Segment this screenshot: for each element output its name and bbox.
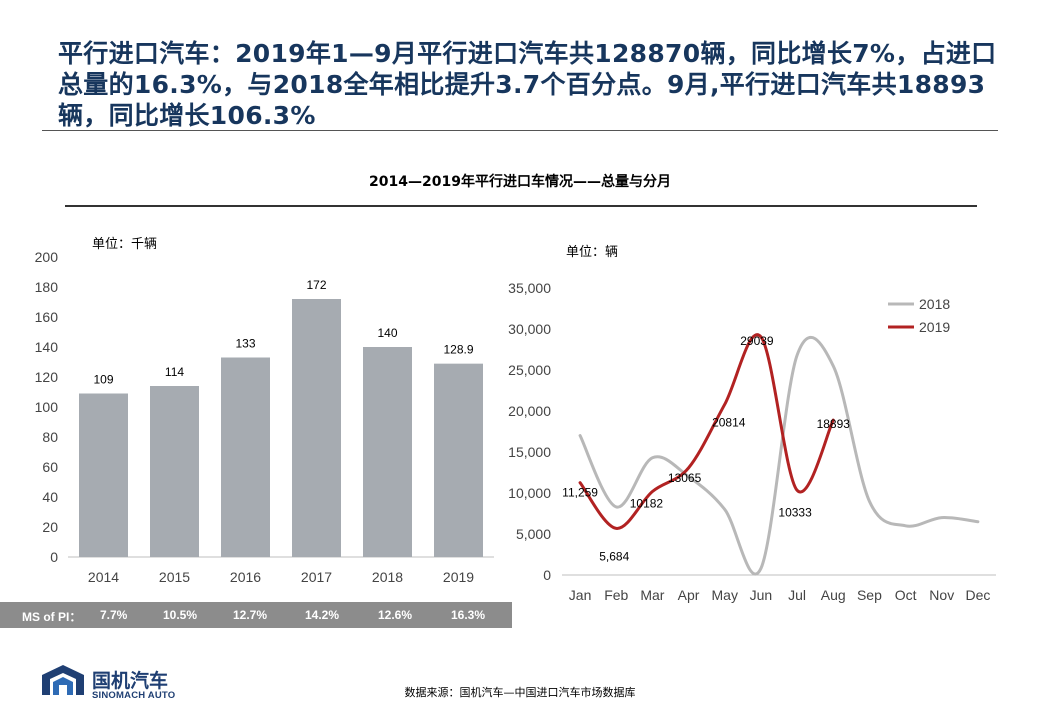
bar-y-tick-4: 80 — [42, 429, 58, 445]
line-data-label-Apr: 13065 — [668, 471, 702, 485]
logo-text-en: SINOMACH AUTO — [92, 690, 176, 701]
line-y-tick-2: 10,000 — [508, 485, 551, 501]
logo-text-cn: 国机汽车 — [92, 670, 169, 692]
bar-y-tick-1: 20 — [42, 519, 58, 535]
market-share-2016: 12.7% — [233, 608, 268, 622]
bar-data-label-2014: 109 — [93, 373, 113, 387]
line-y-tick-0: 0 — [543, 567, 551, 583]
bar-y-tick-2: 40 — [42, 489, 58, 505]
line-data-label-Feb: 5,684 — [599, 549, 629, 563]
bar-y-tick-6: 120 — [35, 369, 59, 385]
series-line-2018 — [578, 335, 980, 576]
line-x-tick-Apr: Apr — [678, 587, 700, 603]
line-unit-label: 单位：辆 — [566, 245, 618, 260]
bar-2019 — [434, 363, 483, 557]
line-x-tick-Feb: Feb — [604, 587, 628, 603]
bar-x-tick-2014: 2014 — [88, 569, 119, 585]
line-x-tick-Jan: Jan — [569, 587, 592, 603]
bar-x-tick-2016: 2016 — [230, 569, 261, 585]
bar-2014 — [79, 393, 128, 557]
bar-unit-label: 单位：千辆 — [92, 237, 157, 252]
bar-y-tick-3: 60 — [42, 459, 58, 475]
line-data-label-Mar: 10182 — [630, 497, 664, 511]
annual-bar-chart: 单位：千辆 0 20 40 60 80 100 120 140 160 180 200 109 2014 1… — [35, 237, 494, 585]
bar-x-tick-2017: 2017 — [301, 569, 332, 585]
line-data-label-May: 20814 — [712, 415, 746, 429]
legend-label-2019: 2019 — [919, 319, 950, 335]
line-data-label-Jul: 10333 — [778, 505, 812, 519]
bar-data-label-2019: 128.9 — [443, 343, 473, 357]
series-line-2019 — [578, 333, 835, 530]
bar-2017 — [292, 299, 341, 557]
line-x-tick-Nov: Nov — [929, 587, 954, 603]
monthly-line-chart: 单位：辆 0 5,000 10,000 15,000 20,000 25,000 30,000… — [508, 245, 996, 603]
bar-2018 — [363, 347, 412, 557]
market-share-band — [0, 602, 512, 628]
bar-data-label-2018: 140 — [377, 326, 397, 340]
line-data-label-Aug: 18893 — [817, 417, 851, 431]
line-y-tick-4: 20,000 — [508, 403, 551, 419]
chart-title: 2014—2019年平行进口车情况——总量与分月 — [369, 174, 671, 190]
page-title: 平行进口汽车：2019年1—9月平行进口汽车共128870辆，同比增长7%，占进… — [58, 39, 997, 130]
market-share-2018: 12.6% — [378, 608, 413, 622]
legend-label-2018: 2018 — [919, 296, 950, 312]
line-x-tick-Jul: Jul — [788, 587, 806, 603]
line-y-tick-5: 25,000 — [508, 362, 551, 378]
data-source-note: 数据来源：国机汽车—中国进口汽车市场数据库 — [404, 686, 636, 699]
bar-data-label-2017: 172 — [306, 278, 326, 292]
line-x-tick-May: May — [712, 587, 738, 603]
bar-2016 — [221, 357, 270, 557]
line-x-tick-Dec: Dec — [965, 587, 990, 603]
bar-x-tick-2018: 2018 — [372, 569, 403, 585]
bar-x-tick-2015: 2015 — [159, 569, 190, 585]
market-share-2017: 14.2% — [305, 608, 340, 622]
bar-y-tick-7: 140 — [35, 339, 59, 355]
market-share-2019: 16.3% — [451, 608, 486, 622]
market-share-2015: 10.5% — [163, 608, 198, 622]
line-y-tick-1: 5,000 — [516, 526, 551, 542]
line-x-tick-Jun: Jun — [750, 587, 773, 603]
line-data-label-Jan: 11,259 — [562, 486, 598, 500]
line-x-tick-Sep: Sep — [857, 587, 882, 603]
line-x-tick-Oct: Oct — [895, 587, 917, 603]
line-x-tick-Mar: Mar — [640, 587, 664, 603]
bar-data-label-2015: 114 — [165, 365, 184, 379]
chart-title-divider — [65, 205, 977, 207]
sinomach-logo-icon — [42, 665, 84, 695]
bar-y-tick-10: 200 — [35, 249, 59, 265]
line-y-tick-7: 35,000 — [508, 280, 551, 296]
line-y-tick-6: 30,000 — [508, 321, 551, 337]
market-share-label: MS of PI： — [22, 610, 82, 624]
bar-2015 — [150, 386, 199, 557]
line-y-tick-3: 15,000 — [508, 444, 551, 460]
bar-data-label-2016: 133 — [235, 337, 255, 351]
market-share-2014: 7.7% — [100, 608, 128, 622]
bar-y-tick-8: 160 — [35, 309, 59, 325]
bar-y-tick-0: 0 — [50, 549, 58, 565]
bar-x-tick-2019: 2019 — [443, 569, 474, 585]
bar-y-tick-5: 100 — [35, 399, 59, 415]
title-divider — [42, 130, 998, 131]
line-data-label-Jun: 29039 — [740, 334, 774, 348]
line-x-tick-Aug: Aug — [821, 587, 846, 603]
bar-y-tick-9: 180 — [35, 279, 59, 295]
